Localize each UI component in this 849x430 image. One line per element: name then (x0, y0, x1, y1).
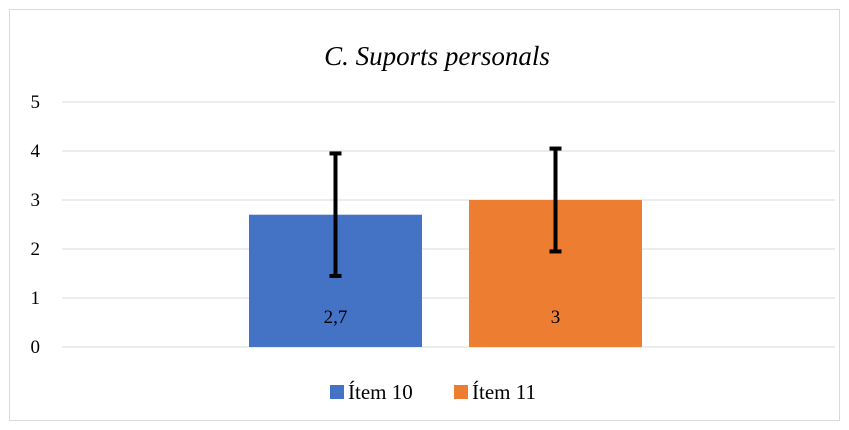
y-tick-label: 4 (31, 141, 41, 162)
y-tick-label: 2 (31, 239, 41, 260)
chart-border (9, 9, 840, 421)
legend-label-2: Ítem 11 (472, 380, 536, 404)
y-axis-ticks: 0 1 2 3 4 5 (31, 92, 41, 358)
legend: Ítem 10 Ítem 11 (330, 380, 536, 404)
gridlines (62, 101, 835, 348)
legend-swatch-1 (330, 385, 344, 399)
y-tick-label: 3 (31, 190, 41, 211)
y-tick-label: 1 (31, 288, 41, 309)
bars (249, 200, 642, 347)
data-label: 2,7 (324, 307, 348, 328)
error-bars (329, 146, 562, 278)
y-tick-label: 0 (31, 337, 41, 358)
legend-swatch-2 (454, 385, 468, 399)
data-label: 3 (551, 307, 561, 328)
data-labels: 2,7 3 (324, 307, 561, 328)
y-tick-label: 5 (31, 92, 41, 113)
chart-title: C. Suports personals (324, 41, 550, 71)
legend-label-1: Ítem 10 (348, 380, 413, 404)
